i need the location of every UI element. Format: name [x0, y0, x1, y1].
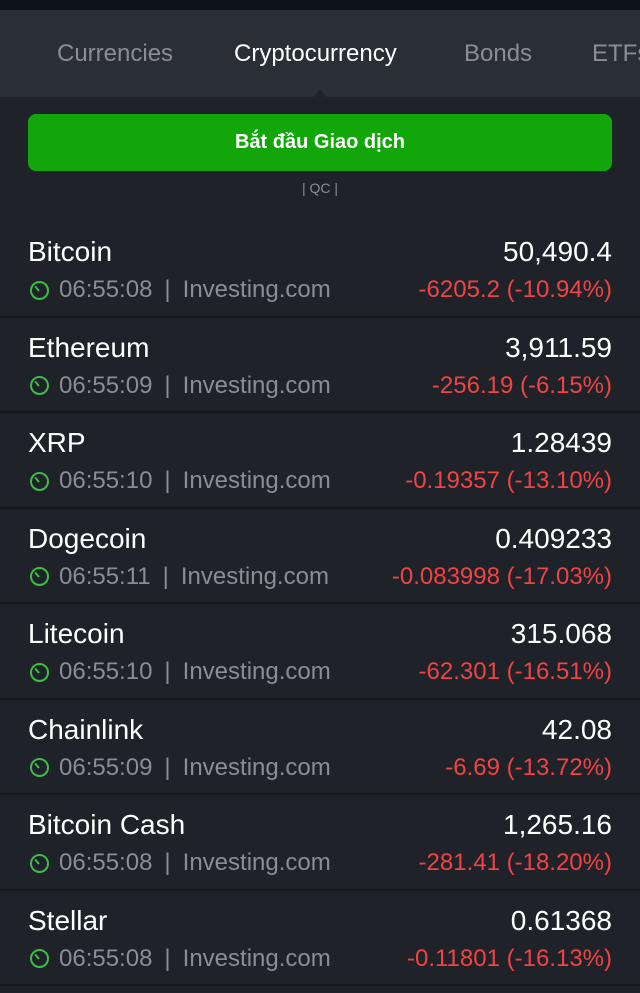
- instrument-name: Stellar: [28, 904, 108, 936]
- clock-icon: [30, 376, 49, 395]
- price-change: -0.19357 (-13.10%): [405, 467, 612, 494]
- quote-meta: 06:55:09 | Investing.com: [30, 372, 331, 400]
- separator: |: [164, 467, 171, 494]
- instrument-price: 0.61368: [510, 904, 612, 936]
- separator: |: [164, 371, 171, 399]
- list-item[interactable]: Bitcoin 50,490.4 06:55:08 | Investing.com …: [0, 222, 640, 318]
- list-item[interactable]: Dogecoin 0.409233 06:55:11 | Investing.com…: [0, 509, 640, 604]
- crypto-list: Bitcoin 50,490.4 06:55:08 | Investing.com …: [0, 222, 640, 986]
- list-item[interactable]: XRP 1.28439 06:55:10 | Investing.com -0.19…: [0, 413, 640, 509]
- quote-source: Investing.com: [180, 562, 329, 590]
- separator: |: [162, 562, 169, 590]
- quote-source: Investing.com: [182, 276, 331, 303]
- quote-time: 06:55:08: [59, 849, 153, 876]
- instrument-name: XRP: [28, 427, 86, 458]
- quote-time: 06:55:10: [59, 658, 153, 685]
- price-change: -256.19 (-6.15%): [431, 371, 612, 399]
- list-item[interactable]: Bitcoin Cash 1,265.16 06:55:08 | Investing…: [0, 795, 640, 891]
- list-item[interactable]: Stellar 0.61368 06:55:08 | Investing.com -…: [0, 891, 640, 986]
- price-change: -0.083998 (-17.03%): [391, 562, 612, 590]
- quote-meta: 06:55:10 | Investing.com: [30, 658, 331, 686]
- separator: |: [164, 944, 171, 972]
- separator: |: [164, 658, 171, 685]
- quote-time: 06:55:10: [59, 467, 153, 494]
- clock-icon: [30, 280, 49, 300]
- tab-currencies[interactable]: Currencies: [57, 40, 174, 67]
- quote-time: 06:55:09: [59, 753, 153, 781]
- instrument-name: Chainlink: [28, 713, 144, 745]
- price-change: -6205.2 (-10.94%): [418, 276, 612, 303]
- clock-icon: [30, 567, 49, 586]
- instrument-name: Ethereum: [28, 331, 150, 363]
- price-change: -281.41 (-18.20%): [418, 849, 612, 876]
- quote-meta: 06:55:08 | Investing.com: [30, 849, 331, 877]
- active-tab-indicator: [313, 90, 327, 97]
- quote-source: Investing.com: [182, 371, 331, 399]
- status-bar: [0, 0, 640, 10]
- instrument-name: Bitcoin: [28, 236, 113, 267]
- quote-meta: 06:55:10 | Investing.com: [30, 467, 331, 495]
- start-trading-button[interactable]: Bắt đầu Giao dịch: [28, 114, 612, 171]
- clock-icon: [30, 758, 49, 777]
- quote-source: Investing.com: [182, 849, 331, 876]
- quote-meta: 06:55:08 | Investing.com: [30, 276, 331, 304]
- quote-time: 06:55:08: [59, 944, 153, 972]
- price-change: -0.11801 (-16.13%): [406, 944, 612, 972]
- clock-icon: [30, 471, 49, 491]
- separator: |: [164, 276, 171, 303]
- clock-icon: [30, 853, 49, 873]
- quote-meta: 06:55:09 | Investing.com: [30, 754, 331, 782]
- price-change: -62.301 (-16.51%): [418, 658, 612, 685]
- category-tabs: Currencies Cryptocurrency Bonds ETFs: [0, 10, 640, 97]
- quote-source: Investing.com: [182, 658, 331, 685]
- clock-icon: [30, 662, 49, 682]
- ad-label: | QC |: [301, 180, 339, 196]
- instrument-price: 0.409233: [495, 522, 612, 554]
- quote-meta: 06:55:11 | Investing.com: [30, 563, 329, 591]
- quote-source: Investing.com: [182, 944, 331, 972]
- quote-source: Investing.com: [182, 467, 331, 494]
- instrument-price: 42.08: [541, 713, 612, 745]
- quote-time: 06:55:08: [59, 276, 153, 303]
- quote-time: 06:55:09: [59, 371, 153, 399]
- instrument-name: Dogecoin: [28, 522, 147, 554]
- clock-icon: [30, 949, 49, 968]
- separator: |: [164, 753, 171, 781]
- quote-time: 06:55:11: [59, 562, 151, 590]
- instrument-name: Bitcoin Cash: [28, 809, 186, 840]
- list-item[interactable]: Litecoin 315.068 06:55:10 | Investing.com …: [0, 604, 640, 700]
- instrument-price: 315.068: [510, 618, 612, 649]
- instrument-name: Litecoin: [28, 618, 125, 649]
- separator: |: [164, 849, 171, 876]
- price-change: -6.69 (-13.72%): [445, 753, 612, 781]
- tab-bonds[interactable]: Bonds: [464, 40, 533, 67]
- instrument-price: 1,265.16: [503, 809, 612, 840]
- quote-meta: 06:55:08 | Investing.com: [30, 945, 331, 973]
- instrument-price: 1.28439: [510, 427, 612, 458]
- list-item[interactable]: Chainlink 42.08 06:55:09 | Investing.com -…: [0, 700, 640, 795]
- instrument-price: 50,490.4: [503, 236, 612, 267]
- tab-etfs[interactable]: ETFs: [592, 40, 640, 67]
- quote-source: Investing.com: [182, 753, 331, 781]
- instrument-price: 3,911.59: [505, 331, 612, 363]
- tab-cryptocurrency[interactable]: Cryptocurrency: [234, 40, 397, 67]
- list-item[interactable]: Ethereum 3,911.59 06:55:09 | Investing.com…: [0, 318, 640, 413]
